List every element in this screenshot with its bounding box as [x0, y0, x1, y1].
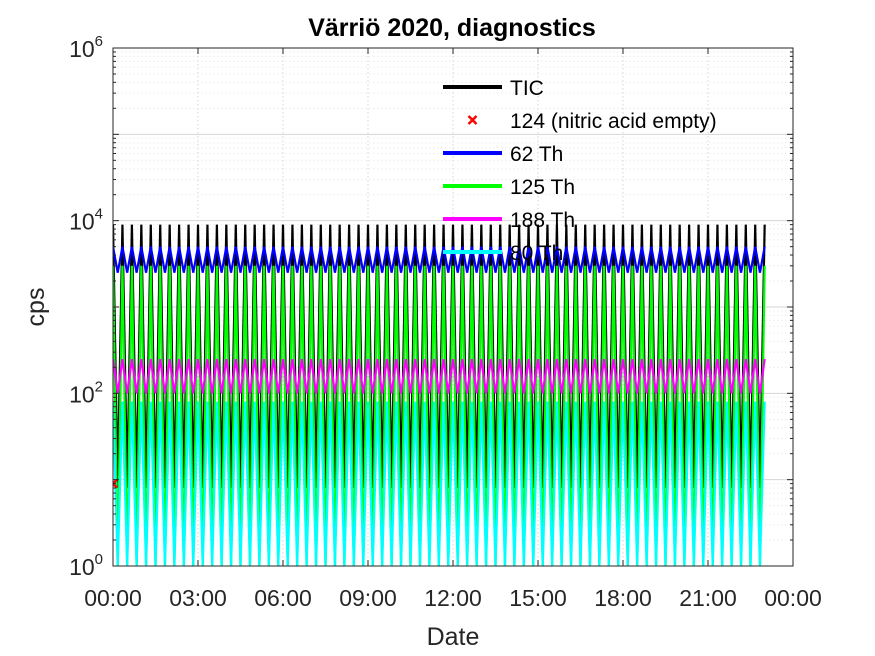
plot-area [113, 224, 766, 566]
series-marker-124 [113, 478, 118, 489]
series-layer [113, 224, 766, 566]
legend-label: 124 (nitric acid empty) [510, 110, 717, 133]
y-tick-exponent: 6 [95, 33, 103, 50]
legend: TIC 124 (nitric acid empty) 62 Th 125 Th 188… [443, 77, 717, 265]
y-tick-base: 10 [69, 554, 95, 580]
legend-label: 188 Th [510, 209, 575, 232]
x-tick-label: 12:00 [424, 585, 482, 611]
legend-label: TIC [510, 77, 544, 100]
legend-label: 62 Th [510, 143, 563, 166]
legend-entry: 188 Th [443, 209, 575, 232]
series-line-188-th [113, 358, 766, 394]
x-tick-label: 21:00 [679, 585, 737, 611]
x-tick-label: 06:00 [254, 585, 312, 611]
x-tick-label: 18:00 [594, 585, 652, 611]
series-line-62-th [113, 246, 766, 273]
axis-ticks [112, 47, 794, 567]
legend-entry: 125 Th [443, 176, 575, 199]
x-axis-label: Date [427, 623, 480, 651]
series-line-tic [113, 224, 766, 489]
y-tick-exponent: 0 [95, 551, 103, 568]
y-tick-label: 102 [69, 378, 103, 407]
legend-label: 125 Th [510, 176, 575, 199]
legend-entry: TIC [443, 77, 544, 100]
x-tick-labels: 00:00 03:00 06:00 09:00 12:00 15:00 18:00 21:00… [84, 585, 822, 611]
y-tick-exponent: 2 [95, 378, 103, 395]
y-tick-base: 10 [69, 381, 95, 407]
legend-label: 80 Th [510, 242, 563, 265]
y-tick-base: 10 [69, 209, 95, 235]
y-tick-exponent: 4 [95, 206, 103, 223]
x-tick-label: 03:00 [169, 585, 227, 611]
y-tick-base: 10 [69, 36, 95, 62]
legend-entry: 80 Th [443, 242, 563, 265]
legend-entry: 62 Th [443, 143, 563, 166]
x-tick-label: 15:00 [509, 585, 567, 611]
x-tick-label: 00:00 [84, 585, 142, 611]
x-tick-label: 09:00 [339, 585, 397, 611]
legend-swatch [467, 115, 478, 125]
marker-stroke [113, 481, 118, 489]
y-tick-label: 106 [69, 33, 103, 62]
legend-entry: 124 (nitric acid empty) [467, 110, 717, 133]
y-tick-label: 104 [69, 206, 103, 235]
y-tick-label: 100 [69, 551, 103, 580]
y-axis-label: cps [22, 288, 50, 327]
marker-stroke [113, 478, 118, 486]
chart-title: Värriö 2020, diagnostics [308, 14, 596, 42]
x-tick-label: 00:00 [764, 585, 822, 611]
